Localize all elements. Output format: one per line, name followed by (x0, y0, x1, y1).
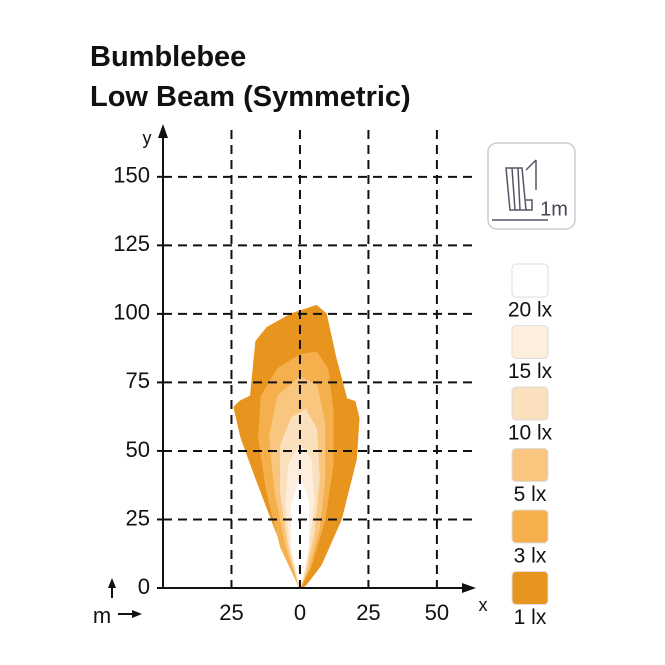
legend-swatch (511, 386, 549, 421)
y-tick-label: 75 (126, 368, 150, 393)
legend-swatch (511, 325, 549, 359)
chart-subtitle: Low Beam (Symmetric) (90, 81, 411, 113)
icon-label: 1m (540, 198, 568, 220)
legend: 25 0 25 50 0 25 50 75 100 125 150 1 lx 3 lx 5 lx 10 lx… (113, 163, 552, 629)
legend-swatch (511, 571, 549, 605)
legend-label: 15 lx (508, 360, 553, 383)
unit-label: m (93, 603, 111, 628)
y-tick-label: 25 (126, 505, 150, 530)
axes: y x m (93, 124, 488, 628)
y-tick-label: 125 (113, 231, 150, 256)
mounting-icon: 1m (487, 142, 576, 230)
legend-label: 10 lx (508, 422, 553, 445)
isolux-area (290, 477, 309, 584)
chart-title: Bumblebee (90, 41, 246, 73)
x-axis-label: x (479, 595, 488, 615)
icon-lines (492, 159, 548, 221)
x-axis-arrow (462, 583, 476, 593)
y-tick-label: 0 (138, 574, 150, 599)
legend-label: 3 lx (514, 545, 547, 568)
plot-area (163, 130, 475, 589)
legend-label: 1 lx (514, 606, 547, 629)
y-tick-label: 150 (113, 163, 150, 188)
legend-swatch (511, 509, 549, 544)
unit-arrowhead-right (132, 610, 142, 618)
legend-label: 5 lx (514, 483, 547, 506)
legend-swatch (511, 448, 549, 482)
x-tick-label: 25 (356, 600, 380, 625)
x-tick-label: 25 (219, 600, 243, 625)
y-axis-label: y (143, 128, 152, 148)
y-tick-label: 50 (126, 437, 150, 462)
x-tick-label: 50 (425, 600, 449, 625)
y-tick-label: 100 (113, 300, 150, 325)
x-tick-label: 0 (294, 600, 306, 625)
legend-label: 20 lx (508, 299, 553, 322)
legend-swatch (511, 263, 549, 298)
y-axis-arrow (158, 124, 168, 138)
unit-arrowhead-up (108, 578, 116, 588)
